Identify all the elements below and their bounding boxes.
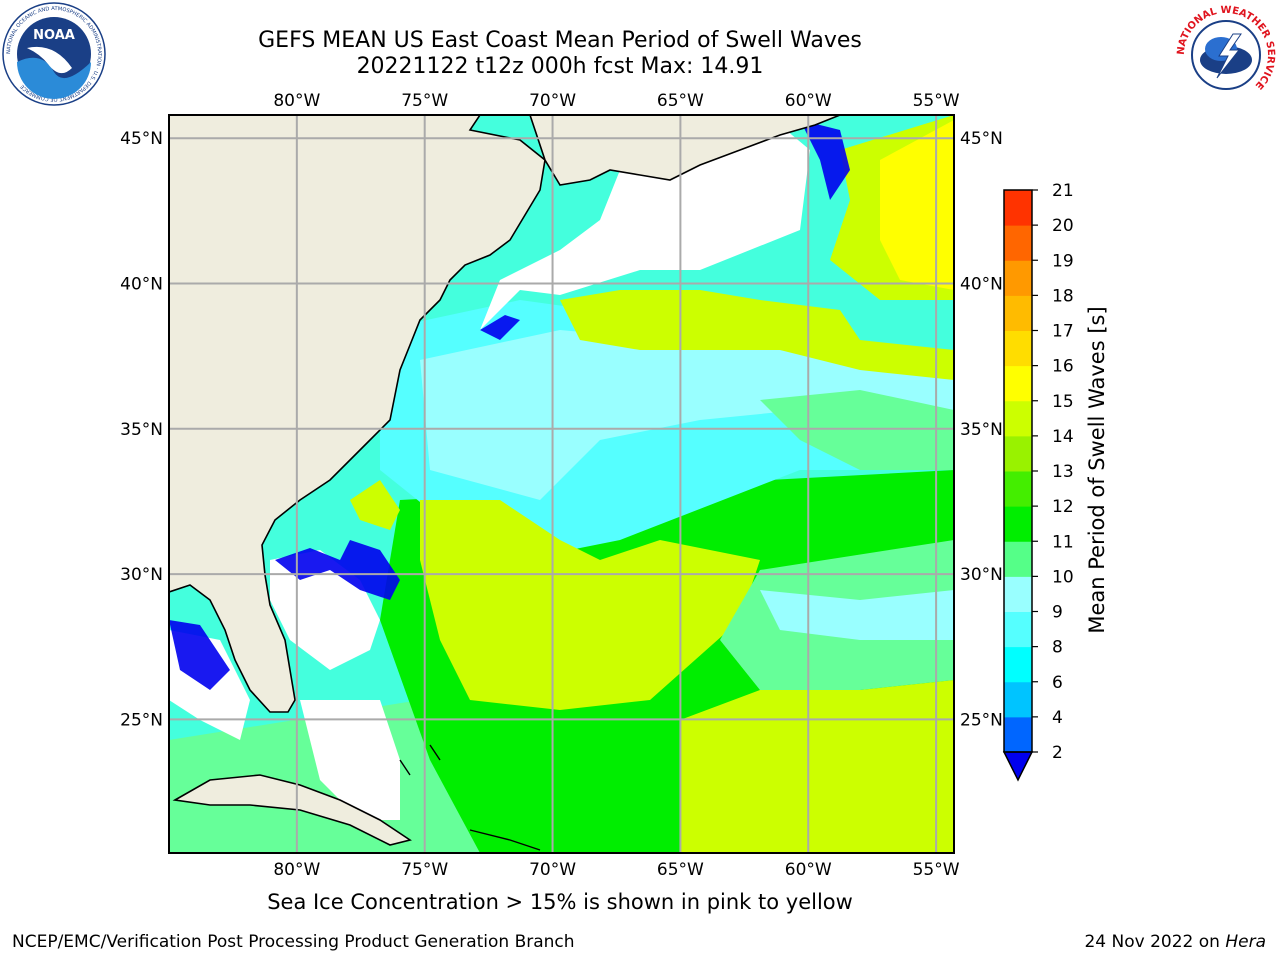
- noaa-logo: NATIONAL OCEANIC AND ATMOSPHERIC ADMINIS…: [2, 2, 106, 106]
- colorbar-band: [1004, 330, 1032, 367]
- colorbar-bands: [1002, 189, 1034, 782]
- colorbar-band: [1004, 435, 1032, 472]
- lat-label-right: 35°N: [960, 420, 1003, 440]
- colorbar-label: Mean Period of Swell Waves [s]: [1085, 306, 1109, 634]
- lon-label-bottom: 70°W: [529, 860, 576, 880]
- lon-label-bottom: 55°W: [913, 860, 960, 880]
- colorbar-band: [1004, 190, 1032, 226]
- lon-label-top: 60°W: [785, 91, 832, 111]
- colorbar-under-arrow: [1002, 751, 1034, 782]
- footer-date-text: 24 Nov 2022 on: [1084, 932, 1226, 952]
- lat-label-right: 40°N: [960, 275, 1003, 295]
- lon-label-top: 65°W: [657, 91, 704, 111]
- colorbar-band: [1004, 681, 1032, 718]
- colorbar-ticks: 2 4 6 8 9 10 11 12 13 14 15 16 17 18 19 20 21: [1032, 181, 1074, 763]
- colorbar-tick-label: 16: [1052, 357, 1074, 377]
- colorbar-tick-label: 8: [1052, 638, 1063, 658]
- lat-label-right: 30°N: [960, 565, 1003, 585]
- colorbar-tick-label: 10: [1052, 567, 1074, 587]
- lon-label-bottom: 80°W: [273, 860, 320, 880]
- colorbar-band: [1004, 225, 1032, 261]
- sea-ice-caption: Sea Ice Concentration > 15% is shown in …: [267, 890, 853, 914]
- colorbar-tick-label: 20: [1052, 216, 1074, 236]
- map-frame: [168, 114, 955, 854]
- colorbar-band: [1004, 260, 1032, 296]
- lon-label-top: 70°W: [529, 91, 576, 111]
- lon-label-top: 55°W: [913, 91, 960, 111]
- chart-title-line2: 20221122 t12z 000h fcst Max: 14.91: [356, 54, 764, 79]
- lat-label-left: 40°N: [120, 275, 163, 295]
- noaa-logo-text: NOAA: [33, 28, 75, 43]
- colorbar-tick-label: 12: [1052, 497, 1074, 517]
- lon-label-bottom: 75°W: [401, 860, 448, 880]
- colorbar-tick-label: 9: [1052, 603, 1063, 623]
- colorbar-tick-label: 4: [1052, 708, 1063, 728]
- colorbar-band: [1004, 365, 1032, 402]
- map-axis-labels: 80°W 80°W 75°W 75°W 70°W 70°W 65°W 65°W 60°W 60°W…: [120, 91, 1003, 880]
- colorbar-tick-label: 6: [1052, 673, 1063, 693]
- colorbar-tick-label: 17: [1052, 322, 1074, 342]
- caribbean-coast: [399, 744, 541, 851]
- footer-host: Hera: [1225, 932, 1266, 952]
- nws-logo: NATIONAL WEATHER SERVICE: [1176, 5, 1276, 105]
- lat-label-left: 35°N: [120, 420, 163, 440]
- map-plot-area: [169, 115, 954, 853]
- colorbar-band: [1004, 576, 1032, 612]
- lat-label-left: 45°N: [120, 129, 163, 149]
- cuba-land: [172, 774, 412, 846]
- colorbar-tick-label: 19: [1052, 251, 1074, 271]
- colorbar-band: [1004, 400, 1032, 437]
- colorbar-band: [1004, 295, 1032, 331]
- colorbar-band: [1004, 471, 1032, 507]
- lon-label-top: 75°W: [401, 91, 448, 111]
- colorbar-tick-label: 21: [1052, 181, 1074, 201]
- lon-label-top: 80°W: [273, 91, 320, 111]
- footer-date: 24 Nov 2022 on Hera: [1084, 932, 1266, 952]
- lat-label-left: 30°N: [120, 565, 163, 585]
- lat-label-right: 45°N: [960, 129, 1003, 149]
- canadian-maritimes-land: [529, 115, 841, 186]
- colorbar-tick-label: 13: [1052, 462, 1074, 482]
- colorbar-band: [1004, 716, 1032, 753]
- colorbar-band: [1004, 611, 1032, 648]
- lon-label-bottom: 65°W: [657, 860, 704, 880]
- deep-blue-margins: [169, 120, 850, 690]
- lat-label-right: 25°N: [960, 710, 1003, 730]
- colorbar-band: [1004, 506, 1032, 542]
- colorbar-tick-label: 14: [1052, 427, 1074, 447]
- chart-title-line1: GEFS MEAN US East Coast Mean Period of S…: [258, 28, 862, 53]
- map-grid: [169, 115, 954, 853]
- colorbar-band: [1004, 646, 1032, 683]
- colorbar-band: [1004, 541, 1032, 577]
- north-america-land: [169, 115, 546, 713]
- lat-label-left: 25°N: [120, 710, 163, 730]
- colorbar-tick-label: 2: [1052, 743, 1063, 763]
- colorbar-tick-label: 11: [1052, 532, 1074, 552]
- colorbar-tick-label: 15: [1052, 392, 1074, 412]
- colorbar-tick-label: 18: [1052, 286, 1074, 306]
- footer-credit: NCEP/EMC/Verification Post Processing Pr…: [12, 932, 575, 952]
- lon-label-bottom: 60°W: [785, 860, 832, 880]
